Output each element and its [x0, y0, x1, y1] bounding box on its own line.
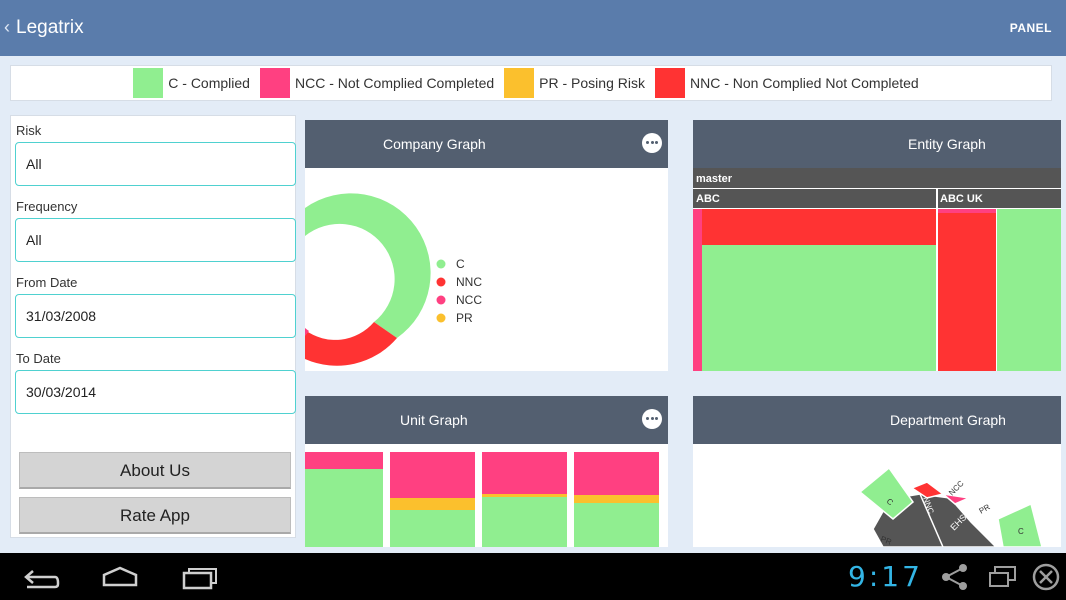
treemap-abcuk-header [938, 189, 1061, 208]
legend-label: NNC - Non Complied Not Completed [689, 75, 919, 91]
treemap-abc-header [693, 189, 936, 208]
unit-stacked-bars [305, 452, 659, 547]
system-nav-bar: 9:17 [0, 553, 1066, 600]
legend-swatch [133, 68, 164, 98]
share-icon[interactable] [942, 564, 967, 590]
treemap-master-label: master [696, 173, 733, 185]
panel-button[interactable]: PANEL [1009, 21, 1052, 35]
sunburst-label: PR [978, 502, 992, 515]
about-us-button[interactable]: About Us [19, 452, 291, 489]
donut-slice-c [305, 193, 431, 338]
treemap-abc-label: ABC [696, 193, 720, 205]
unit-graph-card: Unit Graph [305, 396, 668, 547]
filter-panel: Risk All Frequency All From Date 31/03/2… [10, 115, 296, 538]
back-chevron-icon[interactable]: ‹ [4, 17, 10, 37]
sunburst-slice [997, 502, 1043, 547]
risk-label: Risk [16, 123, 42, 138]
sunburst-slice [858, 466, 915, 520]
recent-apps-icon[interactable] [182, 568, 217, 590]
company-legend-dot [436, 277, 446, 287]
app-title[interactable]: Legatrix [16, 17, 84, 38]
legend-swatch [259, 68, 290, 98]
company-graph-title: Company Graph [383, 136, 486, 152]
back-nav-icon[interactable] [24, 570, 60, 589]
legend-item-nnc: NNC - Non Complied Not Completed [654, 68, 919, 98]
sunburst-slice [940, 492, 972, 505]
entity-graph-header: Entity Graph [693, 120, 1061, 168]
from-date-field[interactable]: 31/03/2008 [15, 294, 296, 338]
department-sunburst: C NNC NCC PR EHS PR C [858, 466, 1043, 547]
company-legend-pr: PR [456, 311, 473, 325]
treemap-master-header [693, 168, 1061, 188]
company-graph-header: Company Graph [305, 120, 668, 168]
sunburst-label: PR [879, 534, 893, 546]
company-donut-chart: C NNC NCC PR [305, 193, 482, 366]
entity-graph-card: Entity Graph master ABC ABC UK [693, 120, 1061, 371]
to-date-field[interactable]: 30/03/2014 [15, 370, 296, 414]
legend-swatch [654, 68, 685, 98]
sunburst-label: C [1018, 527, 1024, 536]
sunburst-label: C [885, 497, 895, 508]
legend-label: NCC - Not Complied Completed [294, 75, 495, 91]
unit-bar-segment [305, 452, 383, 469]
unit-graph-title: Unit Graph [400, 412, 468, 428]
unit-graph-header: Unit Graph [305, 396, 668, 444]
unit-bar-segment [482, 452, 567, 494]
windows-icon[interactable] [989, 566, 1016, 587]
unit-bar-segment [390, 510, 475, 547]
risk-field[interactable]: All [15, 142, 296, 186]
unit-bar-segment [390, 452, 475, 498]
treemap-cell [938, 209, 996, 213]
frequency-field[interactable]: All [15, 218, 296, 262]
system-nav-icons [24, 563, 1060, 591]
action-bar: ‹ Legatrix PANEL [0, 0, 1066, 56]
treemap-cell [702, 245, 936, 371]
department-graph-card: Department Graph C NNC NCC PR EHS PR C [693, 396, 1061, 547]
legend-swatch [504, 68, 535, 98]
company-legend-dot [436, 313, 446, 323]
unit-bar-segment [390, 498, 475, 510]
entity-graph-title: Entity Graph [908, 136, 986, 152]
unit-bar-segment [574, 452, 659, 495]
more-options-icon[interactable] [642, 409, 662, 429]
company-legend-nnc: NNC [456, 275, 482, 289]
unit-bar-segment [482, 497, 567, 547]
unit-bar-segment [574, 495, 659, 503]
company-legend-ncc: NCC [456, 293, 482, 307]
sunburst-label: NCC [947, 479, 966, 498]
legend-item-complied: C - Complied [133, 68, 250, 98]
to-date-label: To Date [16, 351, 61, 366]
unit-bar-segment [305, 469, 383, 547]
treemap-cell [693, 209, 702, 371]
unit-bar-segment [482, 494, 567, 497]
rate-app-button[interactable]: Rate App [19, 497, 291, 534]
unit-bar-segment [574, 503, 659, 547]
frequency-label: Frequency [16, 199, 78, 214]
donut-slice-nnc [305, 322, 397, 366]
home-nav-icon[interactable] [102, 566, 138, 587]
close-icon[interactable] [1032, 563, 1060, 591]
treemap-cell [702, 209, 936, 245]
from-date-label: From Date [16, 275, 78, 290]
department-graph-title: Department Graph [890, 412, 1006, 428]
more-options-icon[interactable] [642, 133, 662, 153]
company-legend-dot [436, 259, 446, 269]
legend-label: C - Complied [168, 75, 250, 91]
treemap-cell [938, 213, 996, 371]
sunburst-divider [919, 493, 944, 547]
company-legend-c: C [456, 257, 465, 271]
company-legend-dot [436, 295, 446, 305]
donut-slice-ncc [305, 328, 309, 336]
treemap-cell [997, 209, 1061, 371]
legend-item-ncc: NCC - Not Complied Completed [259, 68, 495, 98]
legend-item-pr: PR - Posing Risk [504, 68, 645, 98]
company-graph-card: Company Graph C NNC NCC PR [305, 120, 668, 371]
treemap-abcuk-label: ABC UK [940, 193, 983, 205]
legend-label: PR - Posing Risk [539, 75, 645, 91]
entity-treemap: master ABC ABC UK [693, 168, 1061, 371]
clock: 9:17 [848, 560, 923, 593]
department-graph-header: Department Graph [693, 396, 1061, 444]
status-legend: C - Complied NCC - Not Complied Complete… [10, 65, 1052, 101]
